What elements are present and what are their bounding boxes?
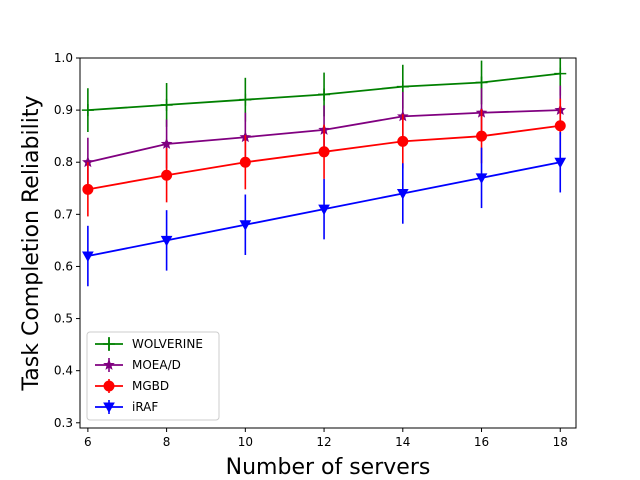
legend-label: WOLVERINE — [132, 337, 203, 351]
series-3 — [82, 132, 567, 287]
legend-marker — [103, 380, 115, 392]
y-tick-label: 0.6 — [54, 259, 73, 273]
axes-frame — [79, 57, 577, 429]
data-point — [82, 251, 94, 263]
y-tick-label: 1.0 — [54, 51, 73, 65]
data-point — [239, 156, 251, 168]
data-point — [81, 104, 94, 117]
axes-layer: 6 8 10 12 14 16 18 0.3 0.4 0.5 0.6 0.7 0.8 0.9 1.0 — [54, 51, 577, 449]
legend-entry: iRAF — [95, 400, 158, 414]
y-tick-label: 0.9 — [54, 103, 73, 117]
x-axis-label: Number of servers — [226, 455, 431, 480]
y-tick-label: 0.7 — [54, 207, 73, 221]
data-point — [554, 67, 567, 80]
x-tick-label: 10 — [238, 435, 253, 449]
y-tick-label: 0.3 — [54, 416, 73, 430]
data-point — [318, 204, 330, 216]
x-tick-label: 12 — [316, 435, 331, 449]
legend-marker — [103, 358, 115, 370]
series-0 — [81, 58, 567, 132]
y-tick-label: 0.8 — [54, 155, 73, 169]
data-point — [160, 137, 173, 149]
data-point — [82, 183, 94, 195]
legend-marker — [103, 338, 115, 350]
data-point — [396, 188, 409, 200]
data-point — [160, 235, 173, 247]
y-tick-label: 0.5 — [54, 312, 73, 326]
legend-label: MGBD — [132, 379, 169, 393]
data-point — [318, 146, 330, 158]
legend-entry: MGBD — [95, 379, 169, 393]
x-tick-label: 14 — [395, 435, 410, 449]
series-layer — [81, 58, 567, 287]
y-axis-label: Task Completion Reliability — [19, 96, 44, 392]
data-point — [396, 80, 409, 93]
legend-box — [86, 331, 220, 421]
data-point — [318, 88, 331, 101]
data-point — [161, 169, 173, 181]
data-point — [239, 220, 252, 231]
data-point — [476, 130, 488, 142]
data-point — [397, 135, 409, 147]
y-tick-label: 0.4 — [54, 364, 73, 378]
x-tick-label: 6 — [84, 435, 92, 449]
data-point — [239, 93, 252, 106]
data-point — [475, 76, 488, 89]
x-tick-label: 8 — [163, 435, 171, 449]
legend: WOLVERINE MOEA/D MGBD iRAF — [86, 331, 220, 421]
x-tick-label: 16 — [474, 435, 489, 449]
legend-entry: WOLVERINE — [95, 337, 203, 351]
legend-label: iRAF — [132, 400, 158, 414]
data-point — [554, 120, 566, 132]
series-2 — [82, 98, 566, 217]
legend-label: MOEA/D — [132, 358, 181, 372]
data-point — [160, 98, 173, 111]
legend-marker — [103, 402, 115, 414]
data-point — [475, 173, 488, 184]
data-point — [554, 157, 567, 169]
legend-entry: MOEA/D — [95, 358, 181, 372]
x-tick-label: 18 — [553, 435, 568, 449]
